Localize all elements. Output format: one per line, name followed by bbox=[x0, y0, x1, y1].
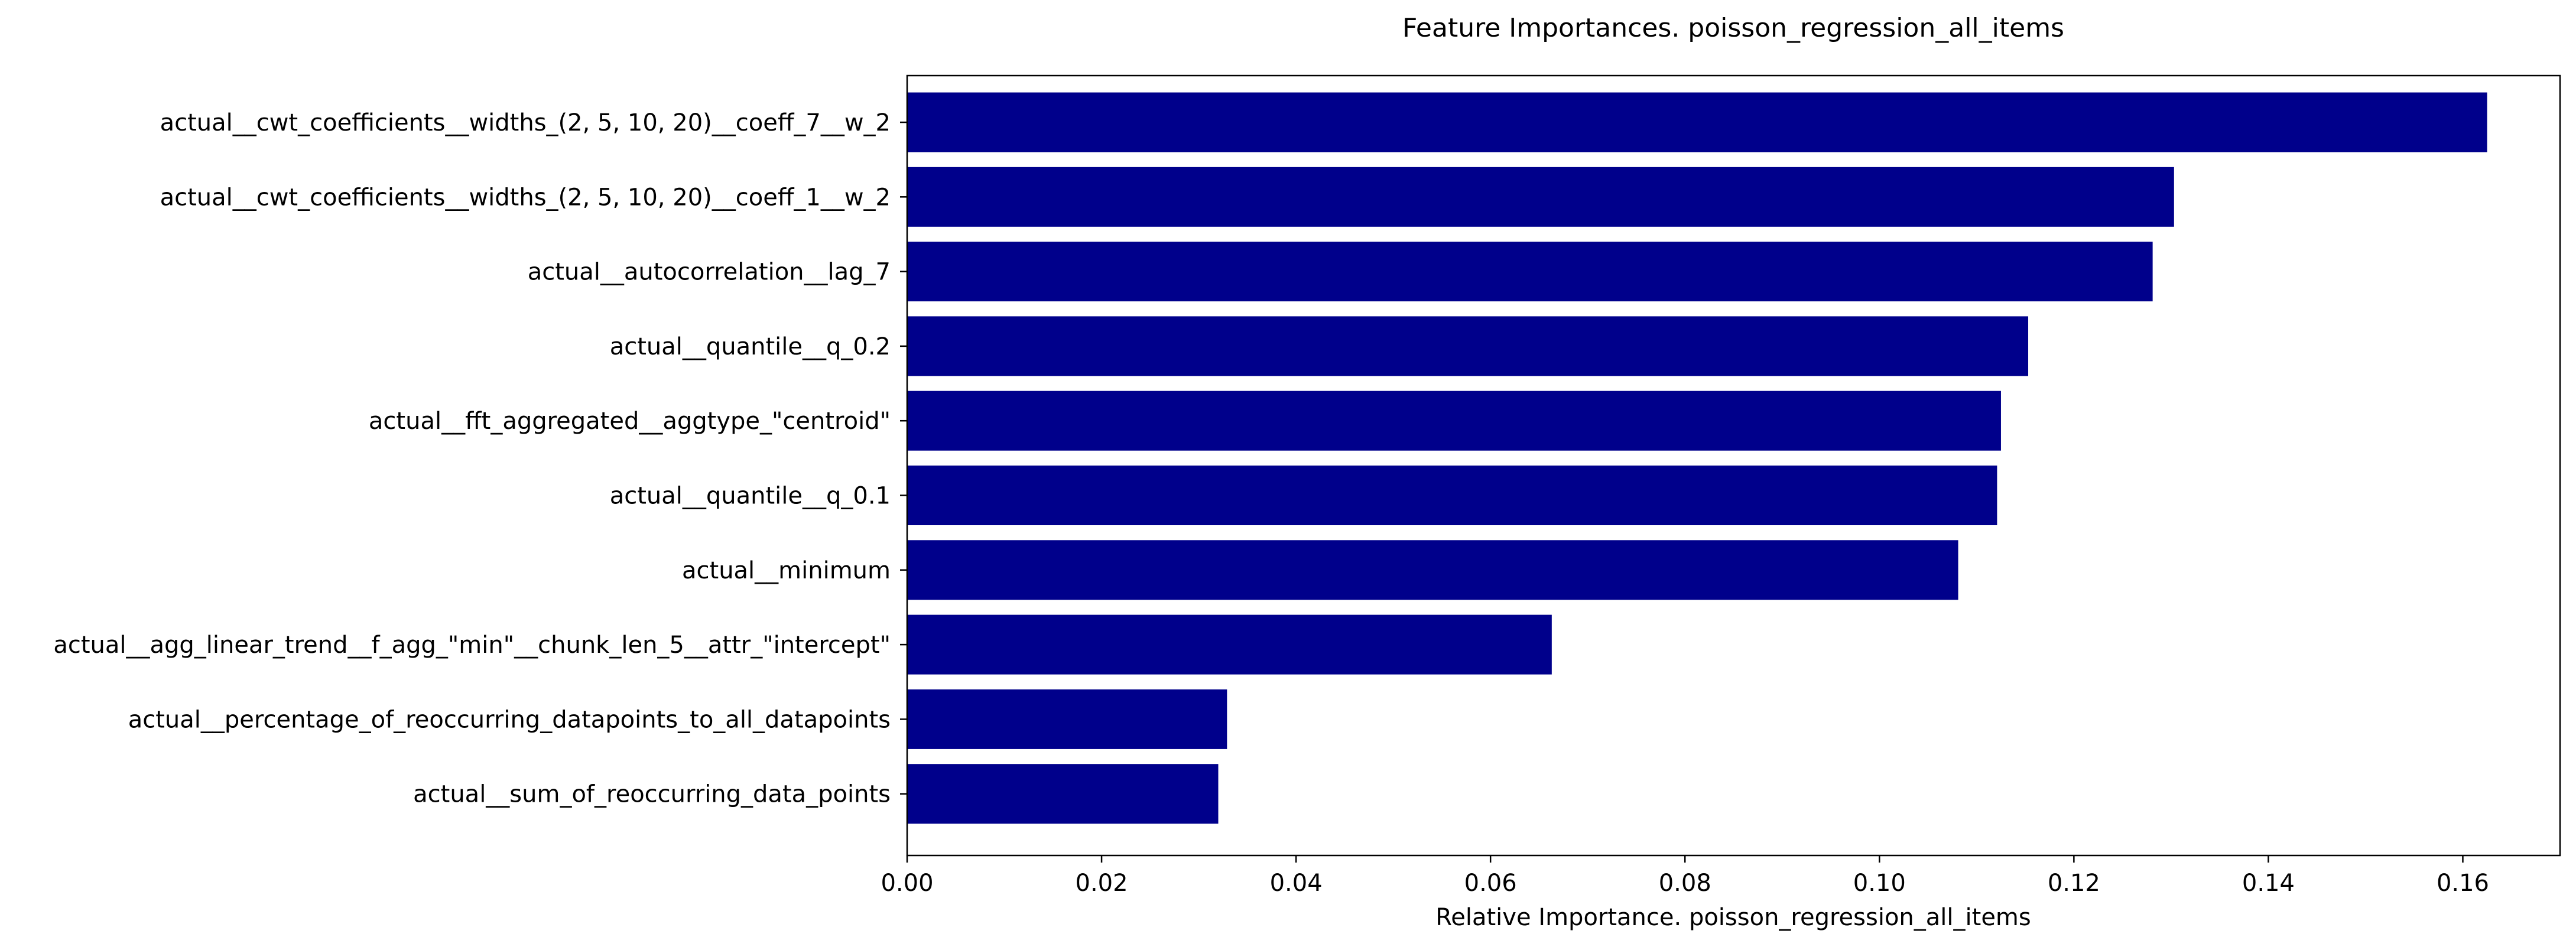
bar-6 bbox=[907, 540, 1958, 600]
bar-9 bbox=[907, 764, 1219, 824]
bar-4 bbox=[907, 391, 2001, 451]
y-tick-label-8: actual__percentage_of_reoccurring_datapo… bbox=[128, 706, 891, 733]
x-tick-label-1: 0.02 bbox=[1076, 870, 1128, 897]
y-tick-label-0: actual__cwt_coefficients__widths_(2, 5, … bbox=[160, 109, 891, 136]
y-tick-label-1: actual__cwt_coefficients__widths_(2, 5, … bbox=[160, 184, 891, 211]
y-tick-label-2: actual__autocorrelation__lag_7 bbox=[528, 259, 891, 286]
chart-title: Feature Importances. poisson_regression_… bbox=[1402, 13, 2064, 43]
x-tick-label-2: 0.04 bbox=[1270, 870, 1323, 897]
y-axis-ticks: actual__cwt_coefficients__widths_(2, 5, … bbox=[53, 109, 907, 808]
bar-5 bbox=[907, 466, 1997, 525]
x-axis-ticks: 0.00 0.02 0.04 0.06 0.08 0.10 0.12 0.14 0.16 bbox=[881, 855, 2489, 897]
x-tick-label-3: 0.06 bbox=[1464, 870, 1517, 897]
y-tick-label-3: actual__quantile__q_0.2 bbox=[610, 333, 891, 360]
x-tick-label-6: 0.12 bbox=[2048, 870, 2100, 897]
y-tick-label-4: actual__fft_aggregated__aggtype_"centroi… bbox=[369, 408, 891, 435]
bar-7 bbox=[907, 614, 1552, 675]
bar-3 bbox=[907, 316, 2029, 376]
bar-2 bbox=[907, 242, 2153, 302]
y-tick-label-7: actual__agg_linear_trend__f_agg_"min"__c… bbox=[53, 632, 891, 659]
bar-0 bbox=[907, 92, 2487, 152]
plot-frame bbox=[906, 74, 2561, 857]
bar-1 bbox=[907, 167, 2174, 227]
y-tick-label-5: actual__quantile__q_0.1 bbox=[610, 483, 891, 510]
y-tick-label-9: actual__sum_of_reoccurring_data_points bbox=[413, 781, 891, 808]
x-tick-label-5: 0.10 bbox=[1853, 870, 1906, 897]
x-tick-label-8: 0.16 bbox=[2437, 870, 2489, 897]
x-axis-label: Relative Importance. poisson_regression_… bbox=[1435, 904, 2031, 931]
bar-8 bbox=[907, 689, 1227, 749]
bars-group bbox=[907, 92, 2487, 824]
y-tick-label-6: actual__minimum bbox=[682, 557, 891, 584]
x-tick-label-4: 0.08 bbox=[1659, 870, 1711, 897]
x-tick-label-7: 0.14 bbox=[2242, 870, 2295, 897]
x-tick-label-0: 0.00 bbox=[881, 870, 933, 897]
